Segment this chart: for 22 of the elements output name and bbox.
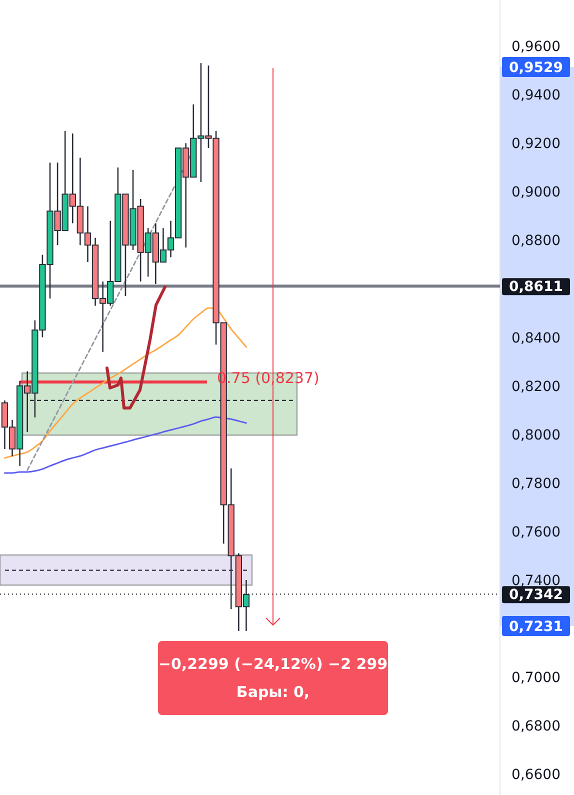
y-tick-label: 0,7600	[512, 524, 560, 540]
ref-line-label: 0,7342	[508, 587, 564, 604]
y-tick-label: 0,9600	[512, 39, 560, 56]
y-tick-label: 0,9200	[512, 136, 560, 152]
y-tick-label: 0,7400	[512, 572, 560, 589]
y-tick-label: 0,8400	[512, 330, 560, 346]
annotation: Бары: 0,	[236, 683, 310, 701]
y-tick-label: 0,7000	[512, 670, 560, 686]
y-tick-label: 0,8800	[512, 233, 560, 250]
y-tick-label: 0,8200	[512, 378, 560, 395]
y-tick-label: 0,8000	[512, 427, 560, 444]
text: 0,7231	[508, 619, 564, 635]
line-series	[4, 307, 247, 459]
y-tick-label: 0,9000	[512, 184, 560, 201]
y-tick-label: 0,7800	[512, 476, 560, 492]
text: 0,9529	[508, 60, 564, 76]
ref-line-label: 0,8611	[508, 279, 564, 296]
y-tick-label: 0,9400	[512, 88, 560, 104]
line-series	[4, 416, 247, 474]
y-tick-label: 0,6800	[512, 718, 560, 735]
annotation: −0,2299 (−24,12%) −2 299	[158, 655, 388, 673]
y-tick-label: 0,6600	[512, 767, 560, 784]
